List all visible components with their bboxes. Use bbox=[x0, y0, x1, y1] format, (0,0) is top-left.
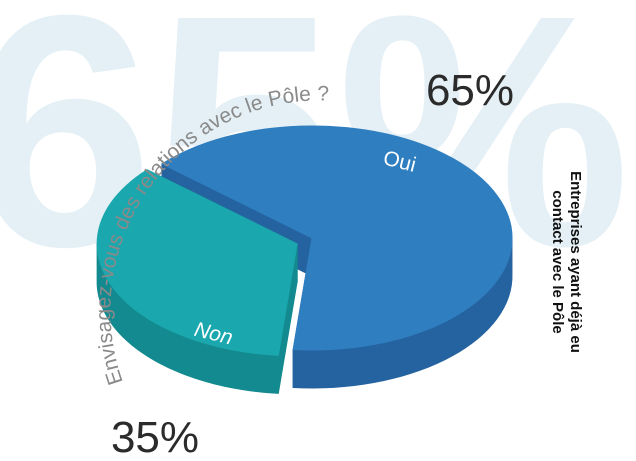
side-label-line: contact avec le Pôle bbox=[549, 190, 566, 333]
value-label: 65% bbox=[426, 66, 514, 115]
slice-top bbox=[160, 125, 513, 351]
pie bbox=[96, 125, 513, 394]
side-label: Entreprises ayant déjà eu contact avec l… bbox=[549, 171, 584, 353]
value-label: 35% bbox=[111, 413, 199, 461]
side-label-line: Entreprises ayant déjà eu bbox=[567, 171, 584, 353]
slice-top bbox=[96, 169, 298, 356]
